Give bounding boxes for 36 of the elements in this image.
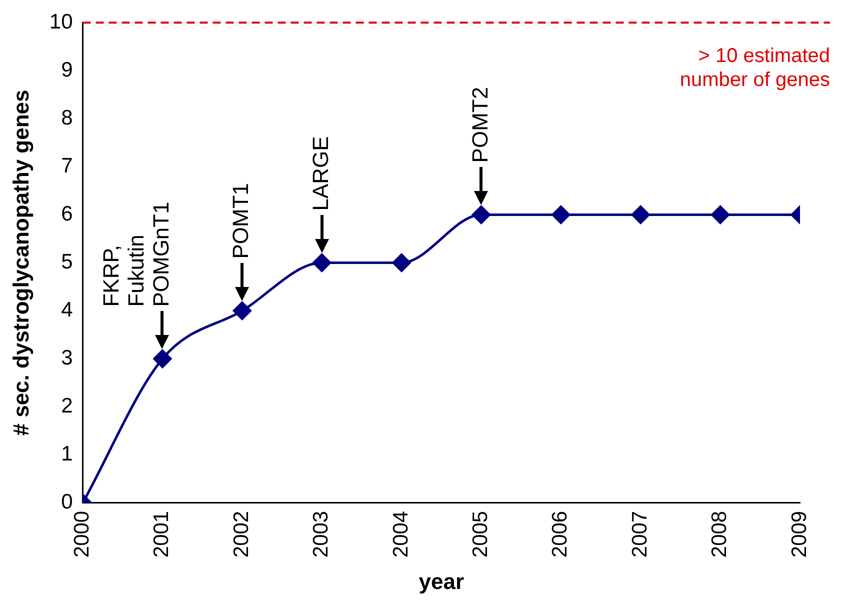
- point: [312, 253, 332, 272]
- x-tick-label: 2000: [70, 510, 94, 558]
- annotation: POMT1: [228, 182, 254, 259]
- x-tick-label: 2002: [230, 510, 253, 558]
- x-tick-label: 2005: [469, 510, 492, 558]
- y-tick-label: 6: [61, 202, 73, 226]
- y-tick-label: 3: [61, 346, 73, 370]
- point: [552, 205, 570, 224]
- point: [711, 205, 730, 224]
- y-tick-label: 1: [61, 442, 73, 466]
- y-tick-label: 0: [61, 490, 73, 514]
- annotation: POMT2: [467, 86, 492, 163]
- x-tick-label: 2008: [708, 510, 732, 558]
- x-axis-title: year: [418, 568, 464, 594]
- x-tick-label: 2009: [788, 510, 811, 558]
- annotation: LARGE: [308, 136, 333, 211]
- point: [392, 253, 411, 272]
- y-tick-label: 10: [49, 10, 73, 34]
- y-tick-label: 5: [61, 250, 73, 274]
- x-tick-label: 2007: [628, 510, 652, 558]
- y-axis-title: # sec. dystroglycanopathy genes: [8, 90, 34, 436]
- y-tick-label: 2: [61, 394, 73, 418]
- y-tick-label: 7: [61, 154, 73, 178]
- point: [631, 205, 650, 224]
- ref-line-label: > 10 estimated number of genes: [680, 45, 830, 92]
- x-tick-label: 2001: [150, 510, 174, 558]
- y-tick-label: 4: [61, 298, 74, 322]
- x-tick-label: 2003: [310, 510, 333, 558]
- point: [153, 350, 172, 368]
- y-tick-label: 9: [61, 58, 73, 82]
- x-tick-label: 2006: [548, 510, 572, 558]
- annotation: FKRP, Fukutin POMGnT1: [98, 202, 174, 307]
- point: [472, 205, 490, 224]
- x-tick-label: 2004: [389, 510, 412, 558]
- point: [232, 302, 252, 320]
- y-tick-label: 8: [61, 106, 73, 130]
